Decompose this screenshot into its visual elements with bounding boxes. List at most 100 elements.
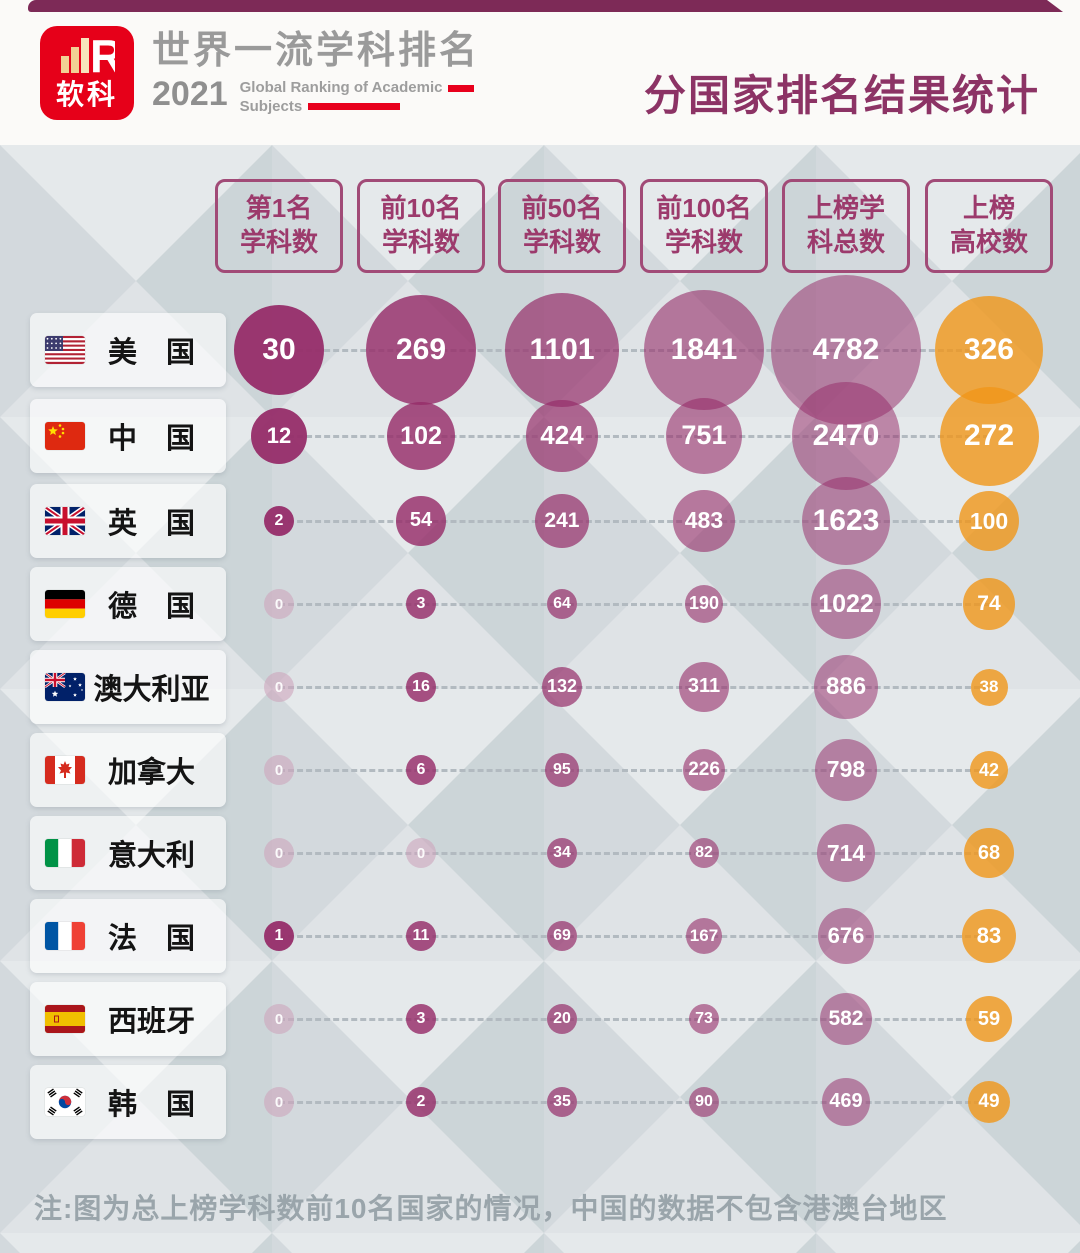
value-bubble-kr-col1: 0 — [264, 1087, 294, 1117]
year-label: 2021 — [152, 75, 228, 113]
country-name: 中 国 — [107, 423, 195, 455]
country-name: 西班牙 — [107, 1006, 195, 1038]
value-bubble-fr-col3: 69 — [547, 921, 577, 951]
value-bubble-de-col3: 64 — [547, 589, 577, 619]
value-bubble-de-col6: 74 — [963, 578, 1015, 630]
value-bubble-fr-col2: 11 — [406, 921, 436, 951]
ranking-title-en: Global Ranking of Academic Subjects — [240, 79, 475, 117]
value-bubble-es-col5: 582 — [819, 992, 873, 1046]
row-guide-line — [279, 603, 989, 606]
value-bubble-cn-col1: 12 — [250, 407, 308, 465]
flag-us-icon — [45, 336, 85, 364]
row-guide-line — [279, 852, 989, 855]
header: R 软科 世界一流学科排名 2021 Global Ranking of Aca… — [0, 0, 1080, 145]
row-guide-line — [279, 686, 989, 689]
value-bubble-de-col4: 190 — [684, 584, 724, 624]
value-bubble-us-col6: 326 — [934, 295, 1044, 405]
country-row-gb: 英 国 — [30, 484, 226, 558]
country-row-de: 德 国 — [30, 567, 226, 641]
value-bubble-it-col6: 68 — [964, 828, 1014, 878]
country-name: 意大利 — [107, 840, 195, 872]
value-bubble-us-col3: 1101 — [504, 292, 620, 408]
value-bubble-gb-col1: 2 — [264, 506, 294, 536]
value-bubble-de-col1: 0 — [264, 589, 294, 619]
value-bubble-cn-col3: 424 — [526, 400, 598, 472]
value-bubble-it-col4: 82 — [689, 838, 719, 868]
row-guide-line — [279, 1018, 989, 1021]
value-bubble-au-col1: 0 — [264, 672, 294, 702]
value-bubble-es-col2: 3 — [406, 1004, 436, 1034]
value-bubble-au-col4: 311 — [679, 662, 729, 712]
country-row-fr: 法 国 — [30, 899, 226, 973]
flag-gb-icon — [45, 507, 85, 535]
value-bubble-es-col6: 59 — [966, 996, 1013, 1043]
chart-board: 第1名 学科数 前10名 学科数 前50名 学科数 前100名 学科数 上榜学 科总数 上榜 高校数 … — [0, 145, 1080, 1253]
value-bubble-kr-col3: 35 — [547, 1087, 577, 1117]
country-name: 美 国 — [107, 337, 195, 369]
country-name: 澳大利亚 — [93, 674, 210, 706]
country-row-ca: 加拿大 — [30, 733, 226, 807]
row-guide-line — [279, 769, 989, 772]
country-name: 加拿大 — [107, 757, 195, 789]
ranking-title-cn: 世界一流学科排名 — [152, 30, 481, 72]
value-bubble-de-col5: 1022 — [811, 569, 881, 639]
row-guide-line — [279, 349, 989, 352]
country-row-cn: 中 国 — [30, 399, 226, 473]
flag-it-icon — [45, 839, 85, 867]
bar-chart-r-icon: R — [61, 33, 115, 73]
value-bubble-us-col4: 1841 — [643, 289, 764, 410]
flag-cn-icon — [45, 422, 85, 450]
value-bubble-it-col2: 0 — [406, 838, 436, 868]
row-guide-line — [279, 520, 989, 523]
value-bubble-fr-col1: 1 — [264, 921, 294, 951]
svg-text:R: R — [90, 33, 115, 73]
value-bubble-au-col3: 132 — [542, 667, 582, 707]
value-bubble-ca-col1: 0 — [264, 755, 294, 785]
brand-logo: R 软科 — [40, 26, 134, 120]
value-bubble-us-col2: 269 — [366, 295, 476, 405]
value-bubble-au-col5: 886 — [813, 654, 879, 720]
row-guide-line — [279, 1101, 989, 1104]
flag-au-icon — [45, 673, 85, 701]
value-bubble-ca-col3: 95 — [545, 753, 579, 787]
value-bubble-us-col1: 30 — [234, 305, 324, 395]
value-bubble-kr-col4: 90 — [689, 1087, 719, 1117]
country-name: 韩 国 — [107, 1089, 195, 1121]
flag-kr-icon — [45, 1088, 85, 1116]
row-guide-line — [279, 935, 989, 938]
value-bubble-ca-col4: 226 — [683, 749, 726, 792]
value-bubble-kr-col5: 469 — [822, 1078, 870, 1126]
value-bubble-gb-col3: 241 — [535, 494, 589, 548]
value-bubble-cn-col2: 102 — [387, 402, 455, 470]
red-accent-bar — [308, 103, 401, 111]
red-accent-bar — [448, 84, 475, 92]
country-row-us: 美 国 — [30, 313, 226, 387]
country-row-it: 意大利 — [30, 816, 226, 890]
value-bubble-fr-col5: 676 — [817, 907, 875, 965]
footer-note: 注:图为总上榜学科数前10名国家的情况，中国的数据不包含港澳台地区 — [34, 1193, 948, 1224]
value-bubble-au-col6: 38 — [970, 668, 1008, 706]
column-header-6: 上榜 高校数 — [925, 179, 1053, 273]
value-bubble-gb-col4: 483 — [673, 490, 735, 552]
flag-es-icon — [45, 1005, 85, 1033]
value-bubble-cn-col4: 751 — [665, 397, 743, 475]
value-bubble-gb-col2: 54 — [396, 496, 446, 546]
flag-fr-icon — [45, 922, 85, 950]
value-bubble-es-col4: 73 — [689, 1004, 719, 1034]
country-name: 法 国 — [107, 923, 195, 955]
top-ribbon — [28, 0, 1063, 12]
flag-ca-icon — [45, 756, 85, 784]
value-bubble-it-col1: 0 — [264, 838, 294, 868]
brand-name: 软科 — [55, 79, 118, 110]
value-bubble-ca-col5: 798 — [815, 739, 877, 801]
country-row-es: 西班牙 — [30, 982, 226, 1056]
column-header-4: 前100名 学科数 — [640, 179, 768, 273]
value-bubble-it-col5: 714 — [816, 823, 876, 883]
country-row-kr: 韩 国 — [30, 1065, 226, 1139]
value-bubble-kr-col6: 49 — [968, 1081, 1010, 1123]
country-row-au: 澳大利亚 — [30, 650, 226, 724]
value-bubble-au-col2: 16 — [406, 672, 436, 702]
value-bubble-ca-col2: 6 — [406, 755, 436, 785]
column-header-5: 上榜学 科总数 — [782, 179, 910, 273]
